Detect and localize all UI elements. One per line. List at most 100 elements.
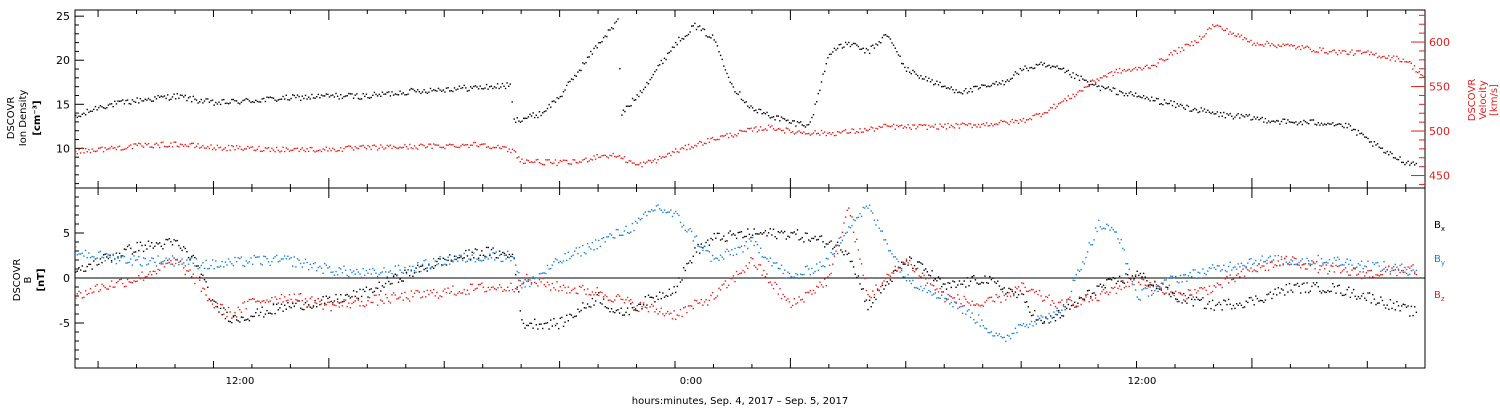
velocity-point — [651, 161, 653, 164]
velocity-point — [227, 144, 230, 147]
bz-point — [634, 309, 637, 312]
bx-point — [115, 252, 118, 254]
bz-point — [495, 288, 497, 291]
density-point — [471, 87, 473, 89]
velocity-point — [120, 149, 122, 151]
bx-point — [594, 300, 597, 302]
velocity-point — [450, 144, 452, 146]
bz-point — [1389, 273, 1392, 275]
by-point — [317, 266, 319, 269]
by-point — [913, 286, 916, 289]
by-point — [1346, 258, 1348, 260]
density-point — [146, 99, 148, 101]
density-point — [243, 99, 246, 101]
bz-point — [489, 289, 491, 291]
bz-point — [336, 301, 339, 303]
bz-point — [777, 293, 779, 295]
by-point — [1114, 231, 1116, 233]
by-point — [367, 272, 369, 274]
density-point — [642, 88, 645, 91]
by-point — [840, 242, 842, 244]
velocity-point — [543, 164, 545, 166]
density-point — [909, 71, 911, 73]
bz-point — [1287, 262, 1289, 265]
density-point — [1022, 68, 1025, 71]
by-point — [1101, 228, 1103, 230]
bx-point — [532, 327, 534, 329]
bz-point — [979, 305, 981, 307]
bx-point — [687, 262, 690, 264]
by-point — [232, 264, 235, 267]
velocity-point — [876, 128, 879, 130]
density-point — [234, 100, 236, 102]
density-point — [518, 120, 520, 122]
density-point — [875, 43, 877, 45]
velocity-point — [864, 127, 866, 130]
velocity-point — [630, 160, 632, 162]
bz-point — [692, 307, 694, 310]
bz-point — [1332, 265, 1334, 267]
density-point — [1115, 93, 1118, 96]
bx-point — [1171, 291, 1174, 294]
density-point — [1168, 102, 1170, 105]
bz-point — [1070, 300, 1073, 302]
bx-point — [963, 280, 965, 282]
by-point — [872, 212, 874, 214]
density-point — [279, 98, 281, 101]
by-point — [610, 234, 613, 236]
by-point — [1136, 296, 1138, 298]
by-point — [896, 258, 898, 260]
velocity-point — [1417, 71, 1419, 74]
by-point — [941, 294, 943, 296]
density-point — [271, 97, 273, 99]
by-point — [524, 286, 526, 288]
velocity-point — [1372, 53, 1374, 55]
velocity-point — [689, 148, 691, 150]
by-point — [1255, 259, 1257, 262]
bx-point — [1267, 293, 1270, 295]
density-point — [702, 28, 704, 30]
velocity-point — [1250, 39, 1252, 42]
density-point — [976, 85, 978, 88]
bz-point — [1280, 258, 1283, 261]
bz-point — [179, 260, 182, 263]
velocity-point — [417, 148, 419, 150]
velocity-point — [1128, 68, 1130, 71]
density-point — [276, 100, 278, 102]
by-point — [974, 322, 977, 324]
velocity-point — [848, 132, 850, 134]
density-point — [122, 99, 124, 101]
bx-point — [1202, 297, 1204, 299]
velocity-point — [271, 147, 273, 150]
velocity-point — [239, 145, 241, 148]
density-point — [713, 39, 715, 41]
by-point — [1122, 247, 1124, 250]
velocity-point — [618, 155, 621, 157]
bx-point — [304, 302, 307, 304]
velocity-point — [487, 146, 489, 148]
by-point — [1110, 226, 1113, 229]
bz-point — [612, 301, 614, 303]
bz-point — [1298, 264, 1300, 266]
density-point — [458, 85, 461, 87]
density-point — [984, 84, 986, 86]
density-point — [617, 18, 619, 20]
bx-point — [591, 297, 594, 300]
density-point — [396, 93, 398, 96]
by-point — [81, 252, 83, 254]
bz-point — [567, 286, 569, 288]
density-point — [809, 121, 811, 123]
bx-point — [671, 292, 674, 295]
density-point — [429, 87, 432, 90]
bz-point — [554, 289, 557, 291]
density-point — [915, 73, 917, 75]
by-point — [261, 264, 263, 266]
bz-point — [1051, 300, 1053, 302]
by-point — [551, 264, 553, 266]
bz-point — [157, 268, 159, 271]
density-point — [75, 114, 77, 117]
velocity-point — [426, 146, 428, 148]
density-point — [1155, 97, 1158, 100]
by-point — [779, 268, 781, 270]
density-point — [325, 93, 327, 95]
